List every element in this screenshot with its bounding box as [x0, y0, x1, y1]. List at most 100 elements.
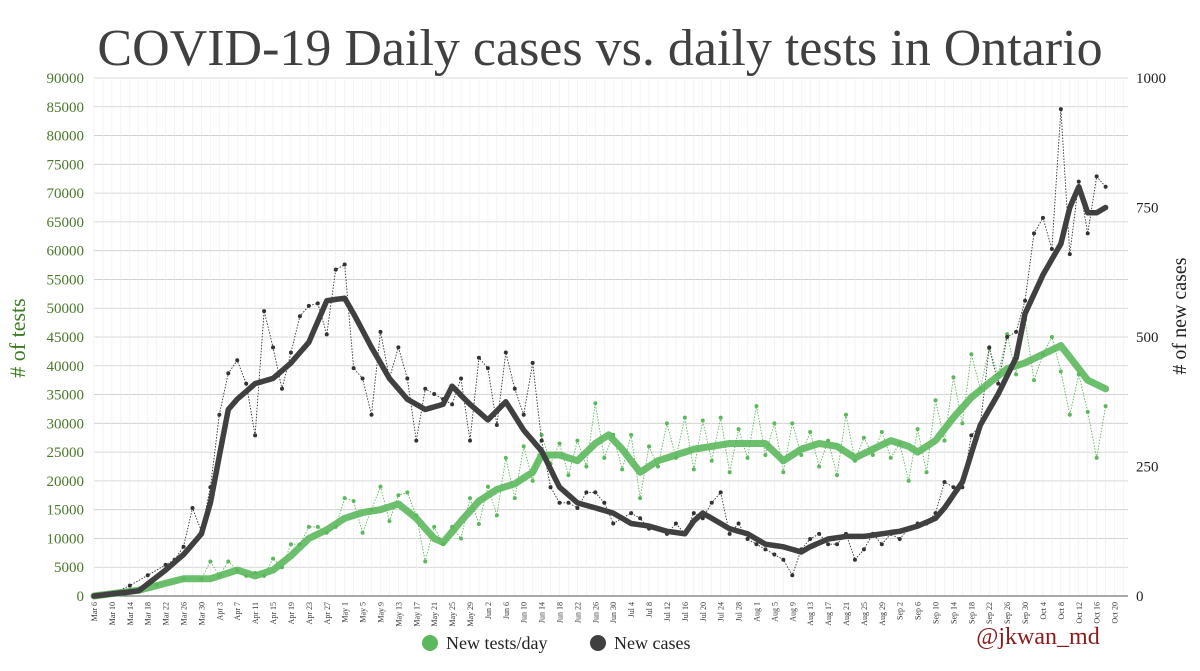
cases-daily-point [351, 366, 356, 371]
x-tick-label: Jun 26 [591, 602, 600, 623]
cases-daily-point [942, 480, 947, 485]
legend-marker-tests [422, 635, 438, 651]
x-tick-label: Aug 13 [806, 602, 815, 626]
tests-daily-point [924, 470, 929, 475]
tests-daily-point [602, 455, 607, 460]
tests-daily-point [584, 464, 589, 469]
author-credit: @jkwan_md [976, 624, 1099, 650]
cases-daily-point [611, 521, 616, 526]
x-tick-label: Aug 29 [878, 602, 887, 626]
tests-daily-point [1014, 372, 1019, 377]
cases-daily-point [629, 511, 634, 516]
cases-daily-point [548, 485, 553, 490]
tests-daily-point [306, 524, 311, 529]
tests-daily-point [396, 493, 401, 498]
y-tick-left-label: 5000 [54, 560, 84, 576]
x-tick-label: Oct 16 [1093, 602, 1102, 624]
tests-daily-point [754, 404, 759, 409]
cases-daily-point [879, 542, 884, 547]
tests-daily-point [817, 464, 822, 469]
tests-daily-point [861, 435, 866, 440]
x-tick-label: Jul 8 [645, 602, 654, 617]
tests-daily-point [1049, 335, 1054, 339]
x-tick-label: May 17 [412, 602, 421, 627]
x-tick-label: Apr 11 [251, 602, 260, 624]
x-tick-label: May 13 [394, 602, 403, 627]
cases-daily-point [1058, 107, 1063, 112]
cases-daily-point [557, 500, 562, 505]
x-tick-label: Mar 6 [90, 602, 99, 621]
y-tick-right-label: 500 [1136, 330, 1159, 346]
cases-daily-line [93, 109, 1106, 597]
tests-daily-point [709, 458, 714, 463]
x-tick-label: Mar 22 [162, 602, 171, 625]
x-tick-label: May 25 [448, 602, 457, 627]
x-axis: Mar 6 Mar 10 Mar 14 Mar 18 Mar 22 Mar 26 Mar 3… [90, 602, 1120, 627]
tests-daily-point [620, 467, 625, 472]
cases-daily-point [405, 376, 410, 381]
series-cases [92, 107, 1108, 598]
tests-daily-point [718, 415, 723, 420]
cases-daily-point [423, 386, 428, 391]
tests-daily-point [351, 499, 356, 504]
cases-daily-point [378, 329, 383, 334]
y-axis-left: 0 5000 10000 15000 20000 25000 30000 35000 40000… [47, 71, 85, 605]
y-tick-left-label: 70000 [47, 186, 85, 202]
cases-daily-point [987, 345, 992, 350]
cases-daily-point [1094, 174, 1099, 179]
x-tick-label: Apr 27 [323, 602, 332, 624]
tests-daily-point [593, 401, 598, 406]
x-tick-label: Jul 28 [735, 602, 744, 621]
tests-daily-point [781, 470, 786, 475]
legend-label-tests: New tests/day [446, 633, 547, 653]
x-tick-label: Sep 10 [932, 602, 941, 624]
cases-daily-point [459, 376, 464, 381]
cases-daily-point [521, 412, 526, 417]
x-tick-label: Oct 8 [1057, 602, 1066, 620]
x-tick-label: Mar 10 [108, 602, 117, 625]
tests-daily-point [1067, 412, 1072, 417]
tests-daily-point [208, 559, 213, 564]
cases-daily-point [673, 521, 678, 526]
tests-daily-point [835, 473, 840, 478]
cases-daily-point [226, 371, 231, 376]
x-tick-label: Jun 30 [609, 602, 618, 623]
cases-daily-point [396, 345, 401, 350]
tests-daily-point [790, 421, 795, 426]
y-axis-right: 0 250 500 750 1000 [1136, 71, 1166, 605]
x-tick-label: Apr 15 [269, 602, 278, 624]
tests-daily-point [1058, 369, 1063, 374]
cases-daily-point [512, 386, 517, 391]
cases-daily-point [503, 350, 508, 355]
tests-daily-point [459, 536, 464, 541]
cases-daily-point [360, 376, 365, 381]
x-tick-label: Jun 2 [484, 602, 493, 619]
tests-daily-point [700, 418, 705, 423]
x-tick-label: Sep 14 [949, 602, 958, 624]
tests-daily-point [315, 524, 320, 529]
x-tick-label: Mar 26 [180, 602, 189, 625]
tests-daily-point [566, 473, 571, 478]
tests-daily-point [288, 542, 293, 547]
tests-daily-point [468, 496, 472, 501]
tests-daily-point [485, 484, 490, 489]
cases-daily-point [1005, 335, 1010, 339]
x-tick-label: Apr 23 [305, 602, 314, 624]
cases-daily-point [1032, 231, 1036, 236]
series-tests [92, 317, 1108, 598]
tests-daily-point [512, 496, 517, 501]
y-tick-left-label: 90000 [47, 71, 85, 87]
cases-daily-point [709, 500, 714, 505]
x-tick-label: Sep 18 [967, 602, 976, 624]
tests-daily-point [691, 467, 696, 472]
tests-daily-point [745, 455, 750, 460]
x-tick-label: Sep 22 [985, 602, 994, 624]
cases-daily-point [280, 386, 284, 391]
x-tick-label: Jun 6 [502, 602, 511, 619]
cases-daily-point [494, 423, 499, 428]
cases-daily-point [754, 542, 759, 547]
cases-daily-point [181, 544, 186, 549]
x-tick-label: Apr 3 [215, 602, 224, 620]
cases-daily-point [369, 412, 374, 417]
x-tick-label: Jul 16 [681, 602, 690, 621]
